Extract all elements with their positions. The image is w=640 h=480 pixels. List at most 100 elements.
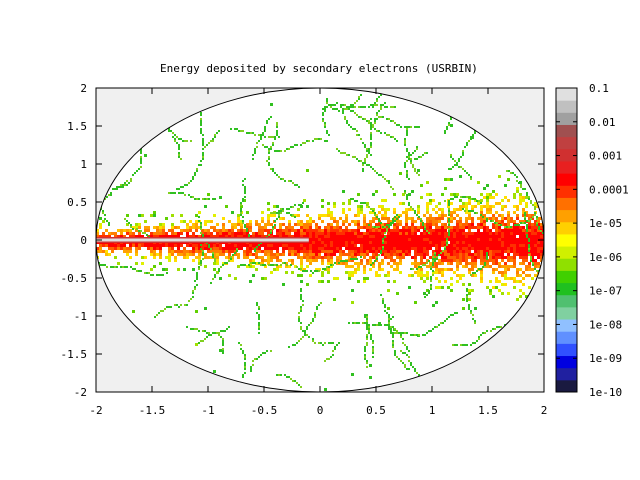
heatmap-cell (276, 229, 279, 232)
heatmap-cell (354, 214, 357, 217)
heatmap-cell (387, 262, 390, 265)
track-cell (200, 122, 202, 124)
heatmap-cell (321, 238, 324, 241)
heatmap-cell (477, 244, 480, 247)
track-cell (240, 348, 242, 350)
heatmap-cell (420, 259, 423, 262)
track-cell (346, 108, 348, 110)
track-cell (366, 366, 368, 368)
heatmap-cell (381, 259, 384, 262)
heatmap-cell (303, 223, 306, 226)
track-cell (382, 246, 384, 248)
track-cell (434, 258, 436, 260)
track-cell (244, 362, 246, 364)
heatmap-cell (366, 205, 369, 208)
heatmap-cell (489, 238, 492, 241)
track-cell (274, 172, 276, 174)
heatmap-cell (534, 220, 537, 223)
heatmap-cell (525, 295, 528, 298)
track-cell (312, 340, 314, 342)
heatmap-cell (306, 265, 309, 268)
track-cell (386, 118, 388, 120)
heatmap-cell (312, 232, 315, 235)
track-cell (370, 336, 372, 338)
track-cell (418, 156, 420, 158)
track-cell (266, 122, 268, 124)
heatmap-cell (177, 244, 180, 247)
heatmap-cell (351, 229, 354, 232)
heatmap-cell (330, 265, 333, 268)
heatmap-cell (402, 193, 405, 196)
track-cell (500, 326, 502, 328)
track-cell (176, 142, 178, 144)
heatmap-cell (504, 205, 507, 208)
heatmap-cell (363, 277, 366, 280)
track-cell (408, 126, 410, 128)
heatmap-cell (399, 172, 402, 175)
track-cell (406, 148, 408, 150)
track-cell (516, 176, 518, 178)
track-cell (370, 136, 372, 138)
heatmap-cell (393, 238, 396, 241)
heatmap-cell (318, 268, 321, 271)
track-cell (116, 186, 118, 188)
heatmap-cell (336, 220, 339, 223)
track-cell (366, 338, 368, 340)
heatmap-cell (228, 253, 231, 256)
heatmap-cell (153, 214, 156, 217)
track-cell (480, 214, 482, 216)
heatmap-cell (471, 289, 474, 292)
heatmap-cell (465, 217, 468, 220)
heatmap-cell (333, 298, 336, 301)
heatmap-cell (471, 217, 474, 220)
track-cell (358, 322, 360, 324)
track-cell (186, 304, 188, 306)
track-cell (266, 120, 268, 122)
track-cell (314, 342, 316, 344)
heatmap-cell (453, 250, 456, 253)
heatmap-cell (333, 235, 336, 238)
track-cell (386, 84, 388, 86)
track-cell (446, 240, 448, 242)
heatmap-cell (324, 253, 327, 256)
heatmap-cell (387, 244, 390, 247)
track-cell (220, 266, 222, 268)
heatmap-cell (465, 235, 468, 238)
heatmap-cell (348, 265, 351, 268)
heatmap-cell (387, 256, 390, 259)
heatmap-cell (537, 235, 540, 238)
heatmap-cell (234, 232, 237, 235)
heatmap-cell (396, 238, 399, 241)
track-cell (404, 190, 406, 192)
track-cell (444, 130, 446, 132)
heatmap-cell (357, 250, 360, 253)
heatmap-cell (465, 223, 468, 226)
track-cell (316, 138, 318, 140)
heatmap-cell (198, 235, 201, 238)
track-cell (536, 224, 538, 226)
heatmap-cell (336, 247, 339, 250)
heatmap-cell (501, 232, 504, 235)
heatmap-cell (291, 244, 294, 247)
track-cell (390, 332, 392, 334)
heatmap-cell (489, 259, 492, 262)
heatmap-cell (540, 247, 543, 250)
track-cell (594, 100, 596, 102)
heatmap-cell (186, 253, 189, 256)
heatmap-cell (537, 265, 540, 268)
track-cell (454, 344, 456, 346)
heatmap-cell (540, 250, 543, 253)
heatmap-cell (435, 238, 438, 241)
heatmap-cell (507, 217, 510, 220)
heatmap-cell (426, 250, 429, 253)
y-tick-label: 0 (80, 234, 87, 247)
heatmap-cell (306, 223, 309, 226)
track-cell (134, 422, 136, 424)
heatmap-cell (474, 238, 477, 241)
track-cell (222, 342, 224, 344)
heatmap-cell (357, 220, 360, 223)
track-cell (200, 128, 202, 130)
heatmap-cell (330, 226, 333, 229)
track-cell (302, 330, 304, 332)
track-cell (414, 170, 416, 172)
